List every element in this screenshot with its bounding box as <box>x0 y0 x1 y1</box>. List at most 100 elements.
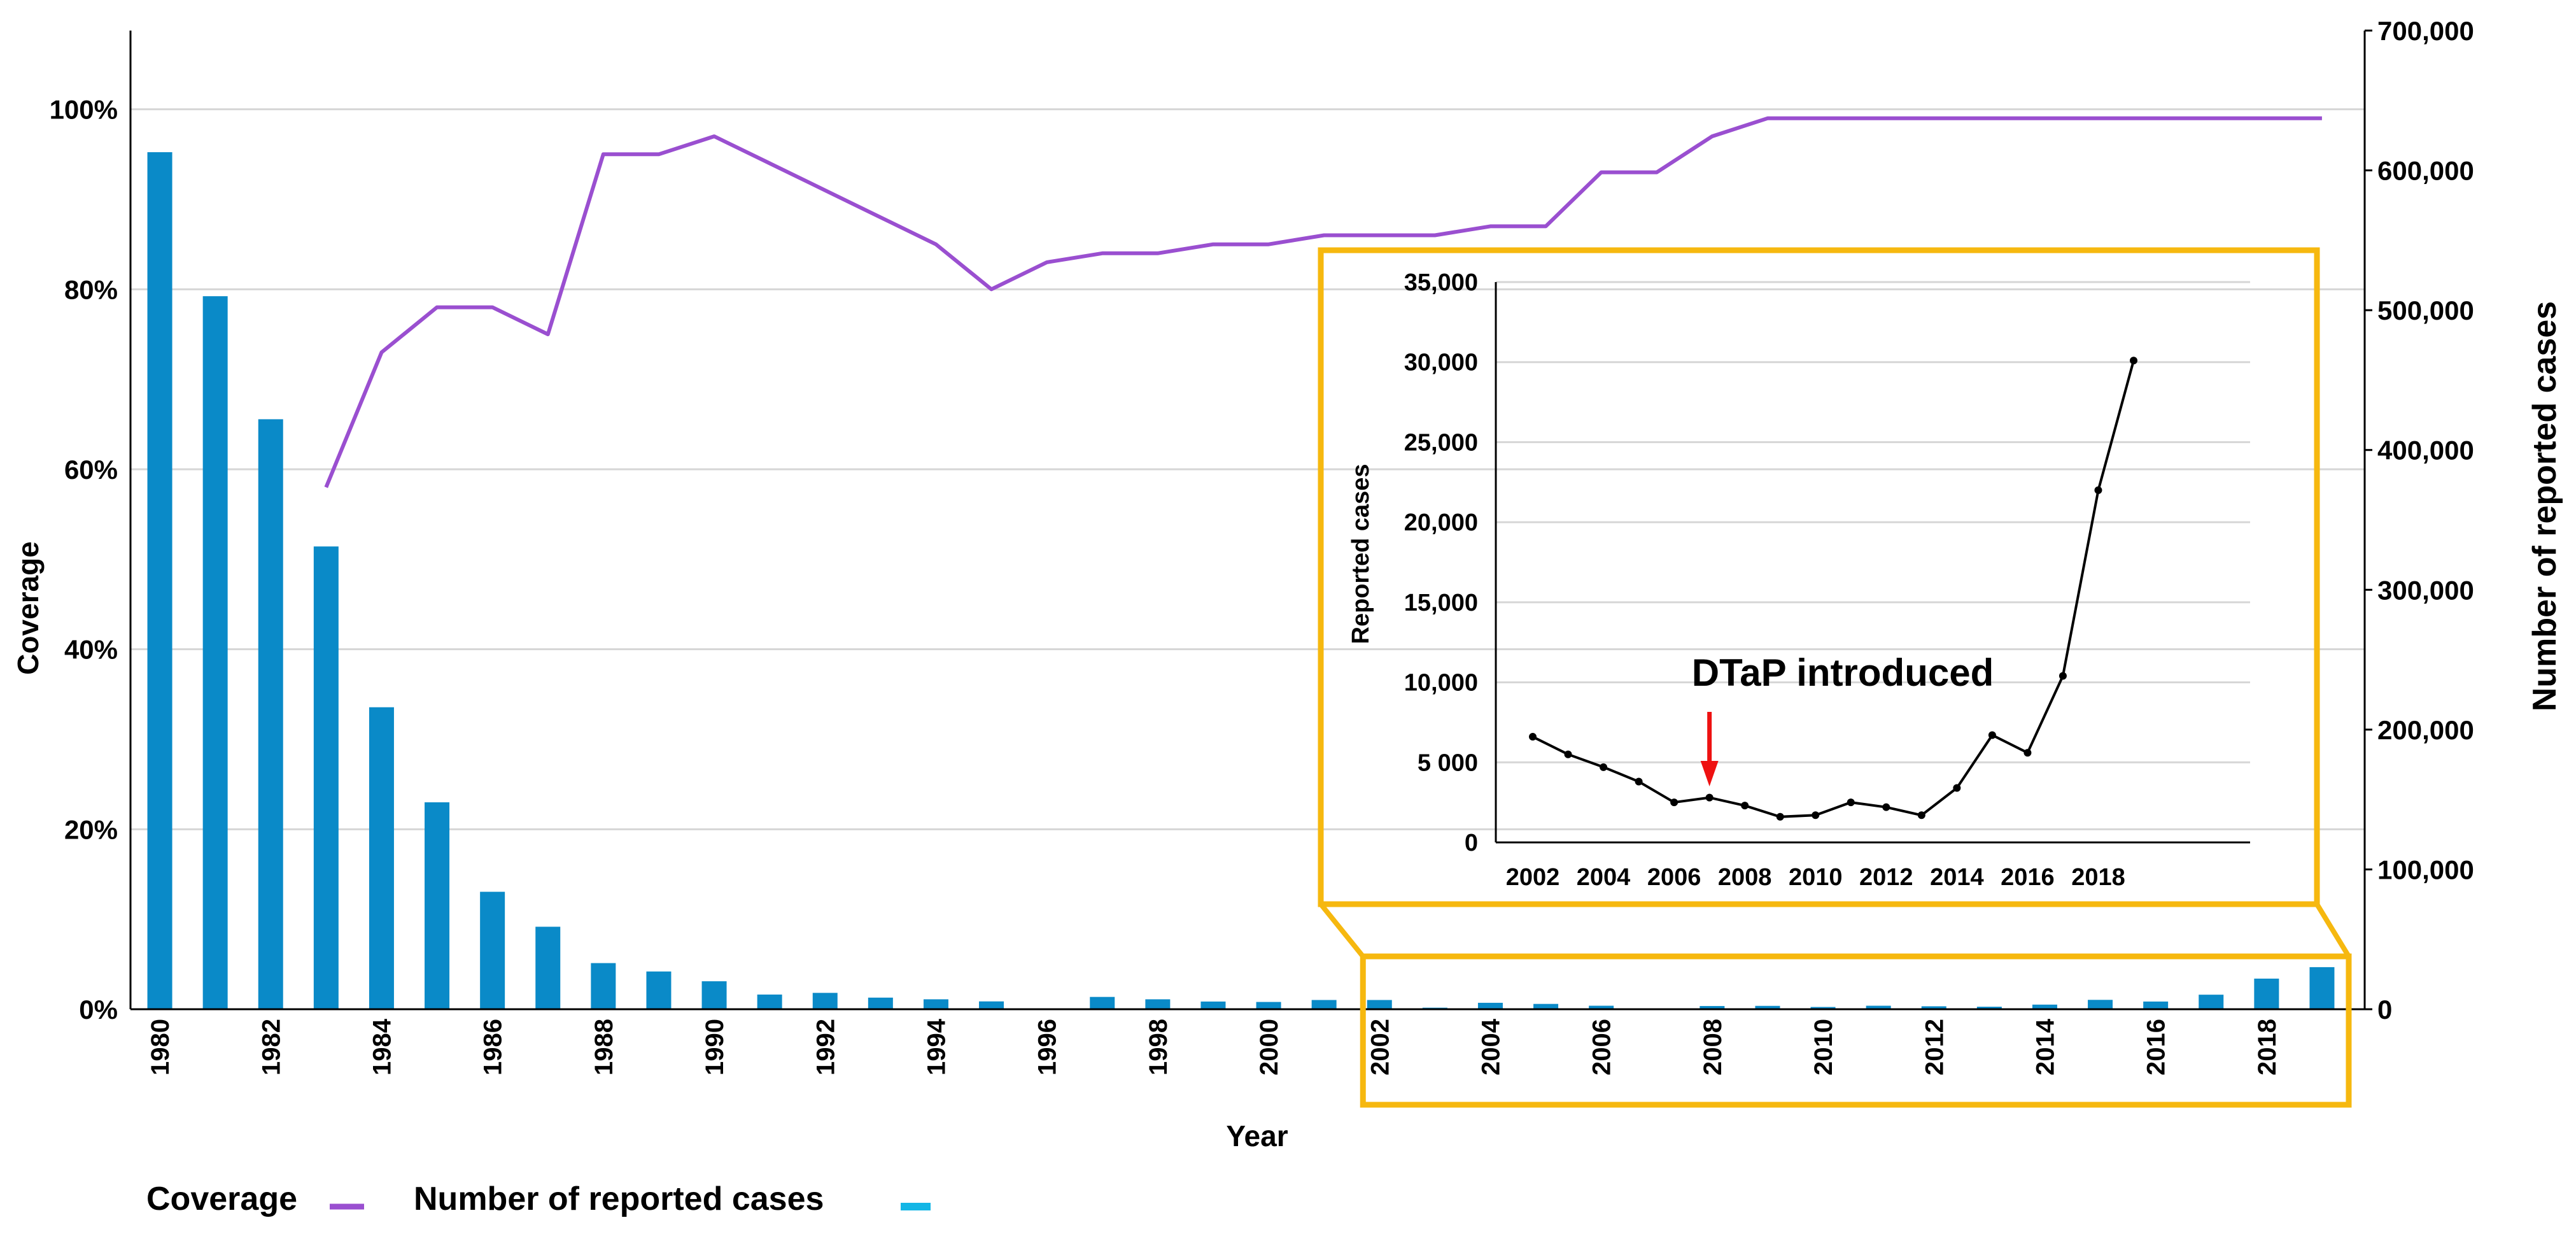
x-tick-label: 2012 <box>1920 1019 1948 1075</box>
inset-x-tick-label: 2008 <box>1718 864 1772 891</box>
bar-2014 <box>2032 1004 2057 1009</box>
bar-2000 <box>1256 1002 1281 1009</box>
y-left-tick-label: 40% <box>64 635 118 665</box>
connector-right <box>2314 902 2351 958</box>
inset-point-2009 <box>1776 812 1784 821</box>
bar-1984 <box>369 707 394 1009</box>
bar-2011 <box>1866 1005 1891 1009</box>
x-tick-label: 2000 <box>1255 1019 1283 1075</box>
y-left-tick-label: 100% <box>50 95 118 125</box>
inset-y-tick-label: 0 <box>1465 830 1478 856</box>
x-tick-label: 2002 <box>1366 1019 1394 1075</box>
y-right-tick-label: 500,000 <box>2377 295 2474 325</box>
inset-point-2016 <box>2023 749 2032 757</box>
bar-2010 <box>1810 1007 1836 1009</box>
coverage-line-group <box>324 116 2322 488</box>
connector-left <box>1318 902 1365 958</box>
x-tick-label: 1996 <box>1034 1019 1062 1075</box>
bar-2008 <box>1700 1005 1725 1009</box>
inset-chart: 0 5 000 10,000 15,000 20,000 25,000 30,000 35,0… <box>1348 269 2250 891</box>
bar-2002 <box>1367 1000 1392 1009</box>
inset-x-tick-labels: 2002 2004 2006 2008 2010 2012 2014 2016 2018 <box>1506 864 2125 891</box>
bar-1990 <box>701 981 727 1009</box>
main-axes <box>129 29 2372 1011</box>
x-tick-label: 2014 <box>2031 1018 2059 1075</box>
inset-point-2008 <box>1741 802 1749 810</box>
main-gridlines <box>130 108 2365 830</box>
x-tick-label: 1986 <box>479 1019 507 1075</box>
inset-point-2005 <box>1635 777 1643 786</box>
inset-cases-line-group <box>1529 357 2137 821</box>
x-tick-label: 2010 <box>1810 1019 1838 1075</box>
inset-point-2018 <box>2094 486 2102 494</box>
inset-y-tick-label: 10,000 <box>1404 670 1478 697</box>
x-tick-label: 2016 <box>2143 1019 2171 1075</box>
y-right-tick-label: 700,000 <box>2377 16 2474 46</box>
bar-1988 <box>591 963 616 1009</box>
inset-x-tick-label: 2016 <box>2001 864 2055 891</box>
bar-2001 <box>1311 1000 1337 1009</box>
inset-x-tick-label: 2006 <box>1647 864 1701 891</box>
bar-2018 <box>2254 978 2279 1009</box>
inset-x-tick-label: 2010 <box>1789 864 1843 891</box>
x-axis-label: Year <box>1226 1119 1288 1152</box>
inset-point-2002 <box>1529 733 1537 741</box>
x-tick-label: 1980 <box>146 1019 174 1075</box>
bar-1999 <box>1200 1001 1226 1009</box>
x-tick-label: 2004 <box>1477 1018 1505 1075</box>
inset-point-2014 <box>1953 784 1961 792</box>
legend-label-cases: Number of reported cases <box>414 1181 824 1217</box>
bar-2013 <box>1976 1007 2002 1009</box>
y-right-tick-label: 400,000 <box>2377 436 2474 465</box>
x-tick-label: 1990 <box>701 1019 729 1075</box>
inset-y-tick-label: 35,000 <box>1404 269 1478 296</box>
inset-y-tick-label: 15,000 <box>1404 590 1478 616</box>
x-tick-label: 1994 <box>922 1018 950 1075</box>
inset-frame <box>1318 247 2320 907</box>
y-left-tick-label: 20% <box>64 814 118 844</box>
bar-1982 <box>258 419 283 1009</box>
x-tick-labels: 1980 1982 1984 1986 1988 1990 1992 1994 1996 1998… <box>146 1018 2281 1075</box>
legend: Coverage Number of reported cases <box>146 1181 931 1217</box>
inset-axes <box>1495 282 2250 844</box>
x-tick-label: 1982 <box>257 1019 285 1075</box>
inset-point-2011 <box>1847 798 1855 807</box>
inset-point-2006 <box>1670 798 1679 807</box>
highlight-callout <box>1318 247 2352 1108</box>
x-tick-label: 1992 <box>812 1019 840 1075</box>
y-right-tick-label: 200,000 <box>2377 715 2474 745</box>
bar-1998 <box>1145 999 1171 1009</box>
bar-1985 <box>425 802 450 1009</box>
inset-y-tick-label: 20,000 <box>1404 509 1478 536</box>
bar-2015 <box>2088 1000 2113 1009</box>
y-right-tick-label: 600,000 <box>2377 156 2474 186</box>
inset-point-2007 <box>1705 793 1714 802</box>
inset-x-tick-label: 2004 <box>1577 864 1631 891</box>
bar-1992 <box>812 993 838 1009</box>
bar-1994 <box>923 999 948 1009</box>
bar-1983 <box>313 546 339 1009</box>
inset-x-tick-label: 2002 <box>1506 864 1560 891</box>
x-tick-label: 1984 <box>368 1018 396 1075</box>
inset-y-tick-labels: 0 5 000 10,000 15,000 20,000 25,000 30,000 35,0… <box>1404 269 1478 856</box>
main-bars <box>147 152 2335 1010</box>
inset-cases-line <box>1532 360 2135 818</box>
highlight-frame <box>1360 953 2352 1108</box>
bar-1989 <box>646 971 672 1009</box>
bar-2006 <box>1589 1005 1614 1009</box>
left-y-tick-labels: 0% 20% 40% 60% 80% 100% <box>50 95 118 1025</box>
inset-point-2003 <box>1564 750 1572 758</box>
bar-2009 <box>1755 1005 1780 1009</box>
y-right-tick-label: 300,000 <box>2377 575 2474 605</box>
inset-point-2004 <box>1600 763 1608 771</box>
bar-1980 <box>147 152 172 1010</box>
x-tick-label: 1988 <box>590 1019 618 1075</box>
inset-point-2015 <box>1988 731 1996 739</box>
dtap-annotation: DTaP introduced <box>1692 651 1994 694</box>
y-right-tick-label: 0 <box>2377 995 2392 1025</box>
x-tick-label: 2006 <box>1588 1019 1616 1075</box>
bar-1997 <box>1090 996 1115 1009</box>
inset-point-2013 <box>1917 811 1925 819</box>
y-left-tick-label: 60% <box>64 455 118 485</box>
